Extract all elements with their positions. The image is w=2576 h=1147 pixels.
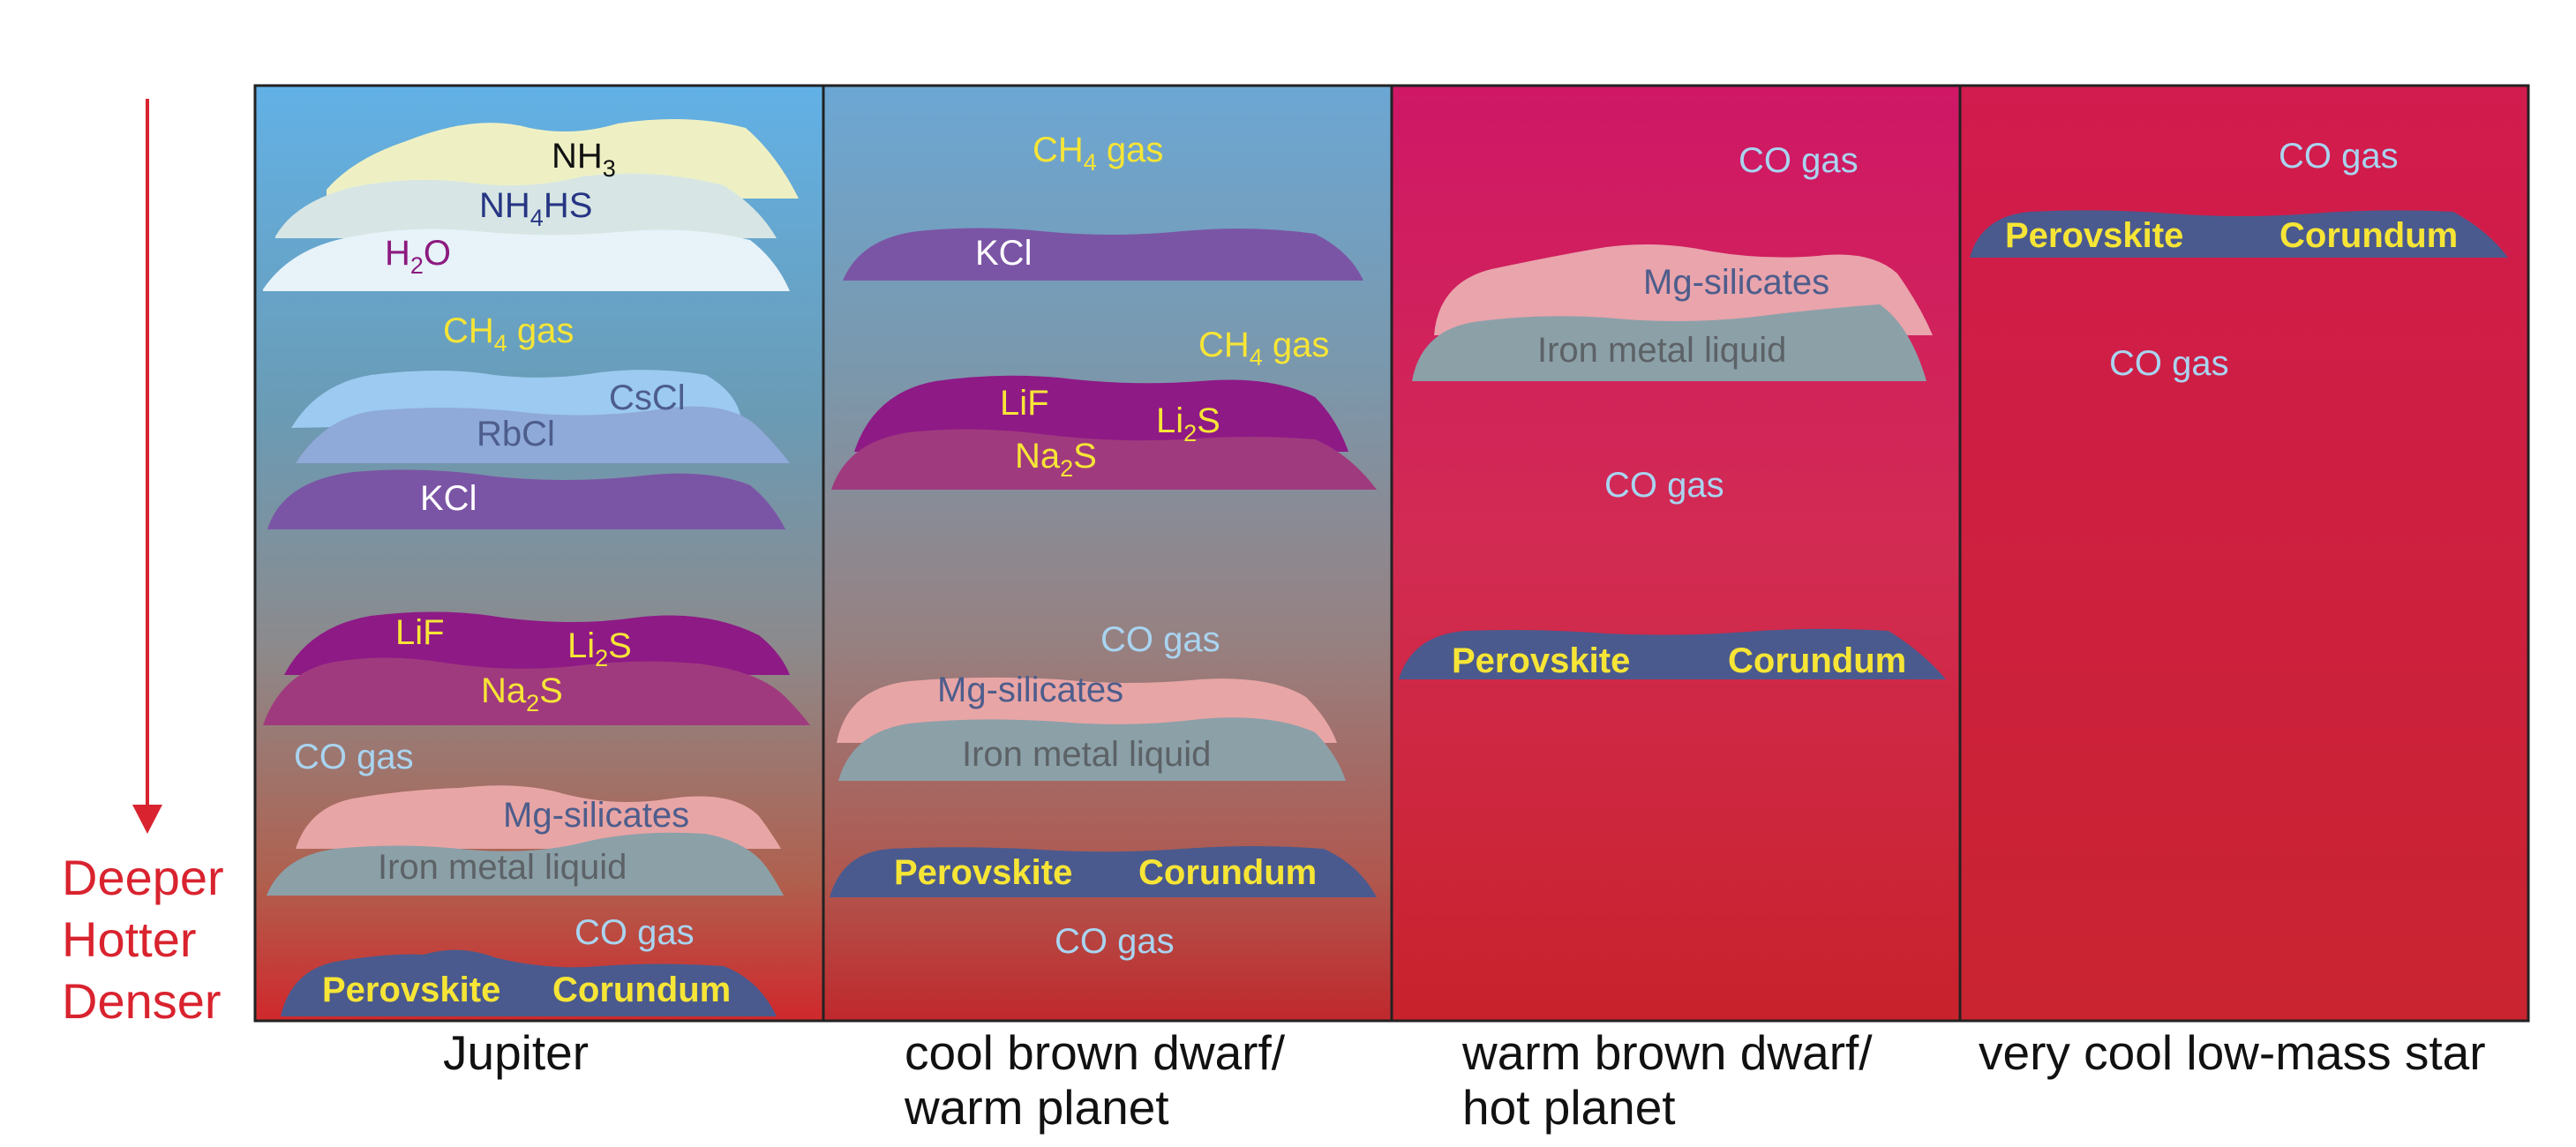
iron-metal-liquid-label: Iron metal liquid (962, 735, 1211, 774)
co-gas-label: CO gas (1100, 620, 1220, 659)
iron-liquid-cloud (267, 832, 784, 896)
na2s-label: Na2S (1015, 437, 1097, 482)
ch4-gas-label: CH4 gas (1198, 326, 1329, 371)
lif-label: LiF (395, 613, 445, 652)
cscl-label: CsCl (609, 379, 686, 417)
kcl-label: KCl (420, 479, 477, 518)
perovskite-label: Perovskite (2005, 216, 2183, 255)
iron-metal-liquid-label: Iron metal liquid (378, 848, 627, 887)
co-gas-label: CO gas (1055, 922, 1175, 961)
kcl-cloud (267, 469, 785, 529)
mg-silicates-label: Mg-silicates (1643, 263, 1829, 302)
ch4-gas-label: CH4 gas (443, 311, 574, 356)
depth-label-hotter: Hotter (62, 911, 197, 967)
co-gas-label: CO gas (1604, 466, 1724, 505)
panel-label-low-mass-star: very cool low-mass star (1979, 1025, 2486, 1080)
nh4hs-label: NH4HS (479, 186, 592, 231)
nh3-label: NH3 (552, 137, 616, 182)
ch4-gas-label: CH4 gas (1033, 131, 1163, 176)
kcl-cloud (843, 228, 1363, 281)
iron-liquid-cloud (1412, 304, 1926, 381)
depth-label-deeper: Deeper (62, 850, 224, 905)
kcl-label: KCl (975, 234, 1032, 273)
depth-label: Deeper Hotter Denser (62, 847, 224, 1032)
perovskite-corundum-cloud (1970, 210, 2508, 258)
panel-frames (253, 84, 2530, 1023)
perovskite-corundum-cloud (1399, 628, 1946, 679)
iron-liquid-cloud (838, 717, 1346, 781)
mg-silicates-label: Mg-silicates (503, 796, 689, 835)
perovskite-label: Perovskite (894, 853, 1072, 892)
na2s-label: Na2S (481, 671, 563, 716)
panel-label-jupiter: Jupiter (443, 1025, 590, 1080)
na2s-cloud (263, 657, 810, 725)
co-gas-label: CO gas (2109, 344, 2229, 383)
perovskite-corundum-cloud (830, 846, 1377, 897)
corundum-label: Corundum (552, 971, 731, 1009)
perovskite-corundum-cloud (281, 949, 777, 1016)
rbcl-label: RbCl (477, 415, 555, 454)
panel-warm-brown-dwarf-background (1392, 86, 1960, 1021)
lif-label: LiF (1000, 384, 1049, 423)
panel-label-cool-brown-dwarf: cool brown dwarf/ warm planet (905, 1025, 1286, 1135)
co-gas-label: CO gas (575, 913, 695, 952)
na2s-cloud (831, 429, 1377, 490)
depth-arrow-icon (132, 99, 162, 834)
mg-silicates-label: Mg-silicates (937, 671, 1123, 709)
h2o-label: H2O (385, 234, 451, 279)
co-gas-label: CO gas (2279, 137, 2399, 176)
perovskite-label: Perovskite (1452, 641, 1630, 680)
corundum-label: Corundum (1728, 641, 1906, 680)
li2s-label: Li2S (1156, 401, 1220, 446)
nh4hs-cloud (275, 173, 777, 238)
rbcl-cloud (296, 406, 790, 463)
corundum-label: Corundum (1138, 853, 1317, 892)
depth-label-denser: Denser (62, 973, 222, 1029)
panel-label-warm-brown-dwarf: warm brown dwarf/ hot planet (1462, 1025, 1873, 1135)
li2s-label: Li2S (567, 626, 632, 671)
h2o-cloud (263, 229, 790, 291)
co-gas-label: CO gas (294, 738, 414, 776)
iron-metal-liquid-label: Iron metal liquid (1537, 331, 1786, 370)
perovskite-label: Perovskite (322, 971, 500, 1009)
corundum-label: Corundum (2279, 216, 2458, 255)
co-gas-label: CO gas (1739, 141, 1859, 180)
